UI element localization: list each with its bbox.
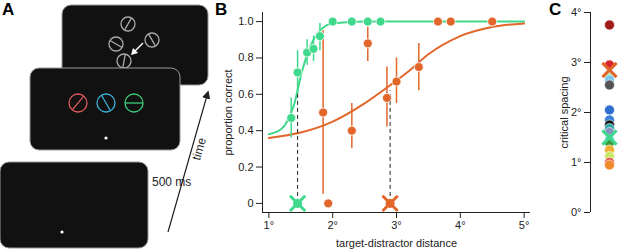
svg-text:2°: 2°	[571, 106, 582, 118]
svg-text:target-distractor distance: target-distractor distance	[336, 237, 457, 249]
svg-text:2°: 2°	[327, 219, 338, 231]
svg-text:0.8: 0.8	[238, 51, 253, 63]
html-text:A: A	[2, 0, 15, 19]
svg-text:1°: 1°	[264, 219, 275, 231]
svg-text:0.4: 0.4	[238, 124, 253, 136]
svg-text:1.0: 1.0	[238, 15, 253, 27]
svg-text:500 ms: 500 ms	[152, 175, 191, 189]
svg-text:1°: 1°	[571, 156, 582, 168]
svg-text:0: 0	[247, 197, 253, 209]
svg-text:4°: 4°	[571, 6, 582, 18]
svg-text:time: time	[189, 136, 209, 162]
svg-text:0.2: 0.2	[238, 161, 253, 173]
svg-text:proportion correct: proportion correct	[222, 69, 234, 155]
svg-text:3°: 3°	[571, 56, 582, 68]
html-text:B: B	[215, 0, 228, 19]
svg-text:0°: 0°	[571, 206, 582, 218]
svg-text:3°: 3°	[391, 219, 402, 231]
svg-text:critical spacing: critical spacing	[558, 76, 570, 148]
svg-text:4°: 4°	[455, 219, 466, 231]
svg-text:0.6: 0.6	[238, 88, 253, 100]
svg-text:5°: 5°	[519, 219, 530, 231]
html-text:C: C	[549, 0, 562, 19]
